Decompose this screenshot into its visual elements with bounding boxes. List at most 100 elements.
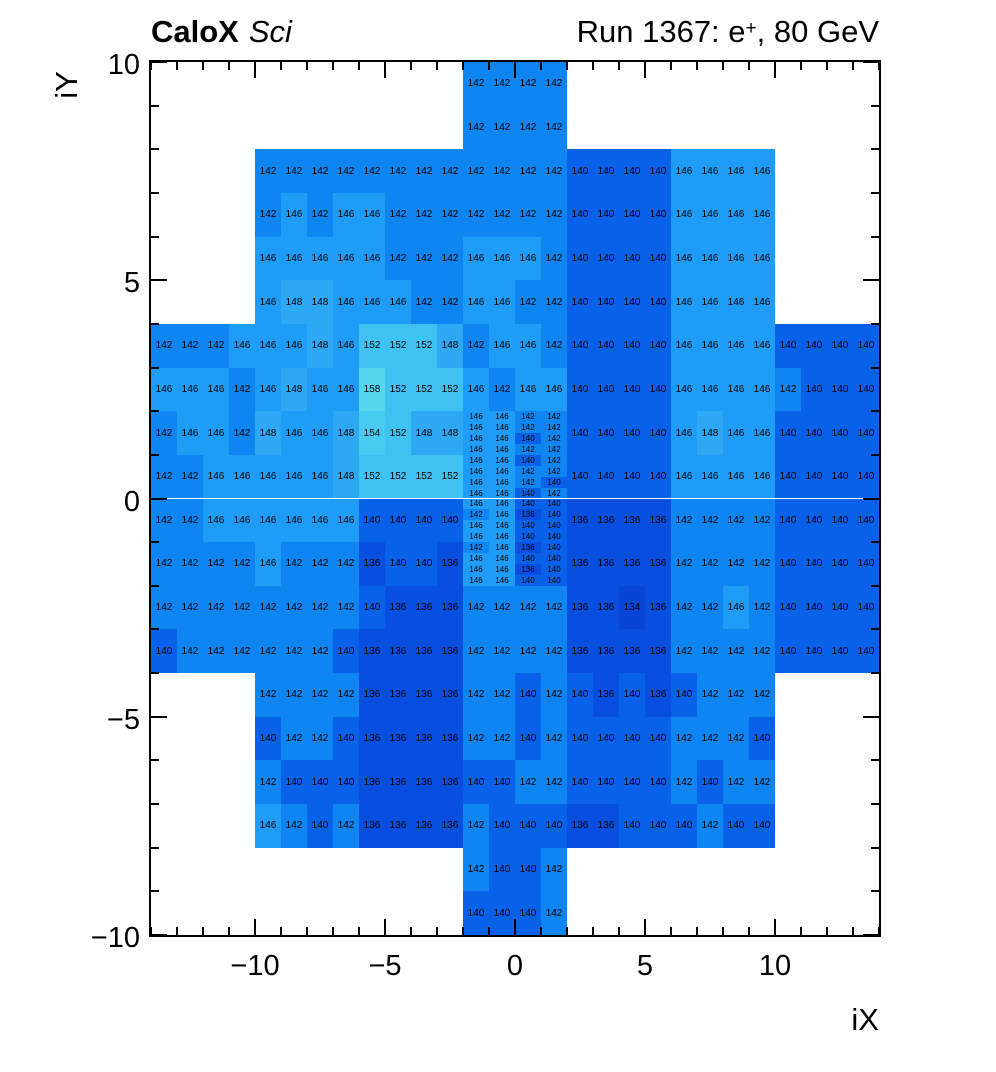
heatmap-cell: 142 (515, 422, 541, 434)
axis-tick (151, 410, 159, 413)
heatmap-cell: 140 (541, 563, 567, 575)
heatmap-cell: 146 (749, 323, 775, 368)
heatmap-cell: 142 (515, 629, 541, 674)
heatmap-cell: 140 (567, 411, 593, 455)
axis-tick (618, 62, 620, 70)
heatmap-cell: 146 (671, 280, 697, 324)
heatmap-cell: 140 (359, 585, 385, 630)
heatmap-cell: 146 (255, 454, 281, 499)
heatmap-cell: 146 (463, 367, 489, 412)
heatmap-cell: 142 (749, 498, 775, 543)
heatmap-cell: 140 (515, 531, 541, 543)
heatmap-cell: 140 (853, 411, 879, 455)
heatmap-cell: 146 (515, 323, 541, 368)
heatmap-cell: 146 (697, 367, 723, 412)
heatmap-cell: 136 (515, 563, 541, 575)
axis-tick (306, 62, 308, 70)
heatmap-cell: 148 (437, 411, 463, 455)
heatmap-cell: 142 (411, 280, 437, 324)
heatmap-cell: 146 (307, 236, 333, 281)
heatmap-cell: 140 (333, 716, 359, 761)
heatmap-cell: 146 (489, 433, 515, 444)
heatmap-cell: 146 (723, 454, 749, 499)
heatmap-cell: 140 (515, 553, 541, 564)
heatmap-cell: 140 (853, 323, 879, 368)
heatmap-cell: 146 (203, 411, 229, 455)
heatmap-cell: 140 (853, 367, 879, 412)
heatmap-cell: 136 (567, 629, 593, 674)
axis-tick (151, 104, 159, 107)
axis-tick (774, 919, 776, 935)
heatmap-cell: 142 (697, 804, 723, 848)
heatmap-cell: 146 (749, 280, 775, 324)
heatmap-cell: 146 (489, 563, 515, 575)
heatmap-cell: 146 (463, 454, 489, 466)
axis-tick (696, 62, 698, 70)
heatmap-cell: 146 (333, 236, 359, 281)
heatmap-cell: 142 (515, 105, 541, 150)
heatmap-cell: 136 (593, 804, 619, 848)
axis-tick (871, 759, 879, 762)
heatmap-cell: 146 (749, 411, 775, 455)
heatmap-cell: 142 (203, 323, 229, 368)
axis-tick (774, 62, 776, 78)
heatmap-cell: 136 (359, 629, 385, 674)
axis-tick (151, 759, 159, 762)
heatmap-cell: 142 (541, 422, 567, 434)
x-tick-label: 10 (758, 950, 792, 982)
heatmap-cell: 146 (281, 236, 307, 281)
heatmap-cell: 142 (671, 716, 697, 761)
heatmap-cell: 136 (385, 804, 411, 848)
heatmap-cell: 142 (307, 716, 333, 761)
axis-tick (488, 62, 490, 70)
heatmap-cell: 146 (697, 192, 723, 237)
heatmap-cell: 142 (515, 760, 541, 805)
heatmap-cell: 140 (619, 280, 645, 324)
heatmap-cell: 142 (723, 673, 749, 717)
heatmap-cell: 146 (489, 411, 515, 423)
axis-tick (748, 62, 750, 70)
heatmap-cell: 142 (541, 760, 567, 805)
heatmap-cell: 136 (437, 760, 463, 805)
heatmap-cell: 136 (385, 629, 411, 674)
heatmap-cell: 140 (645, 192, 671, 237)
heatmap-cell: 140 (515, 574, 541, 586)
heatmap-cell: 142 (385, 149, 411, 193)
heatmap-cell: 140 (775, 498, 801, 543)
heatmap-cell: 146 (463, 563, 489, 575)
axis-tick (280, 62, 282, 70)
heatmap-cell: 152 (385, 323, 411, 368)
heatmap-cell: 140 (463, 891, 489, 935)
heatmap-cell: 142 (385, 236, 411, 281)
heatmap-cell: 140 (645, 149, 671, 193)
heatmap-cell: 142 (515, 585, 541, 630)
axis-tick (871, 235, 879, 238)
axis-tick (151, 61, 167, 63)
heatmap-cell: 140 (515, 673, 541, 717)
heatmap-cell: 148 (333, 411, 359, 455)
run-title-text: Run 1367: e (576, 14, 746, 49)
heatmap-cell: 142 (177, 454, 203, 499)
heatmap-cell: 140 (489, 891, 515, 935)
heatmap-cell: 142 (463, 509, 489, 521)
heatmap-cell: 140 (619, 673, 645, 717)
heatmap-cell: 140 (775, 411, 801, 455)
heatmap-cell: 142 (541, 411, 567, 423)
heatmap-cell: 142 (489, 716, 515, 761)
heatmap-cell: 142 (281, 149, 307, 193)
heatmap-cell: 140 (333, 629, 359, 674)
heatmap-cell: 146 (463, 422, 489, 434)
axis-tick (151, 191, 159, 194)
heatmap-cell: 140 (567, 149, 593, 193)
heatmap-cell: 142 (151, 498, 177, 543)
y-tick-label: 5 (123, 267, 140, 300)
heatmap-cell: 136 (645, 542, 671, 586)
heatmap-cell: 136 (645, 585, 671, 630)
heatmap-cell: 142 (307, 192, 333, 237)
heatmap-cell: 136 (411, 673, 437, 717)
heatmap-cell: 142 (151, 323, 177, 368)
heatmap-cell: 152 (411, 454, 437, 499)
heatmap-cell: 140 (541, 476, 567, 488)
heatmap-cell: 146 (671, 411, 697, 455)
heatmap-cell: 146 (281, 192, 307, 237)
